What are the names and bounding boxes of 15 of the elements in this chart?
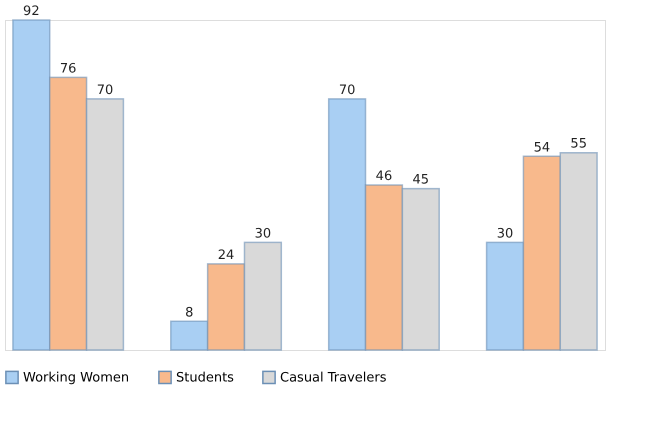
data-label: 92 (23, 4, 40, 19)
data-label: 30 (496, 226, 514, 242)
legend-label: Working Women (23, 370, 130, 386)
data-label: 76 (60, 61, 76, 76)
data-label: 45 (412, 172, 430, 188)
data-label: 24 (218, 248, 234, 263)
data-label: 55 (570, 136, 587, 152)
data-label: 54 (534, 140, 550, 156)
legend-label: Students (176, 370, 234, 386)
data-label: 46 (376, 169, 392, 184)
data-label: 30 (254, 226, 272, 242)
data-label: 70 (338, 82, 356, 98)
legend-label: Casual Travelers (280, 370, 387, 386)
data-label: 8 (185, 305, 194, 320)
data-label: 70 (96, 82, 114, 98)
